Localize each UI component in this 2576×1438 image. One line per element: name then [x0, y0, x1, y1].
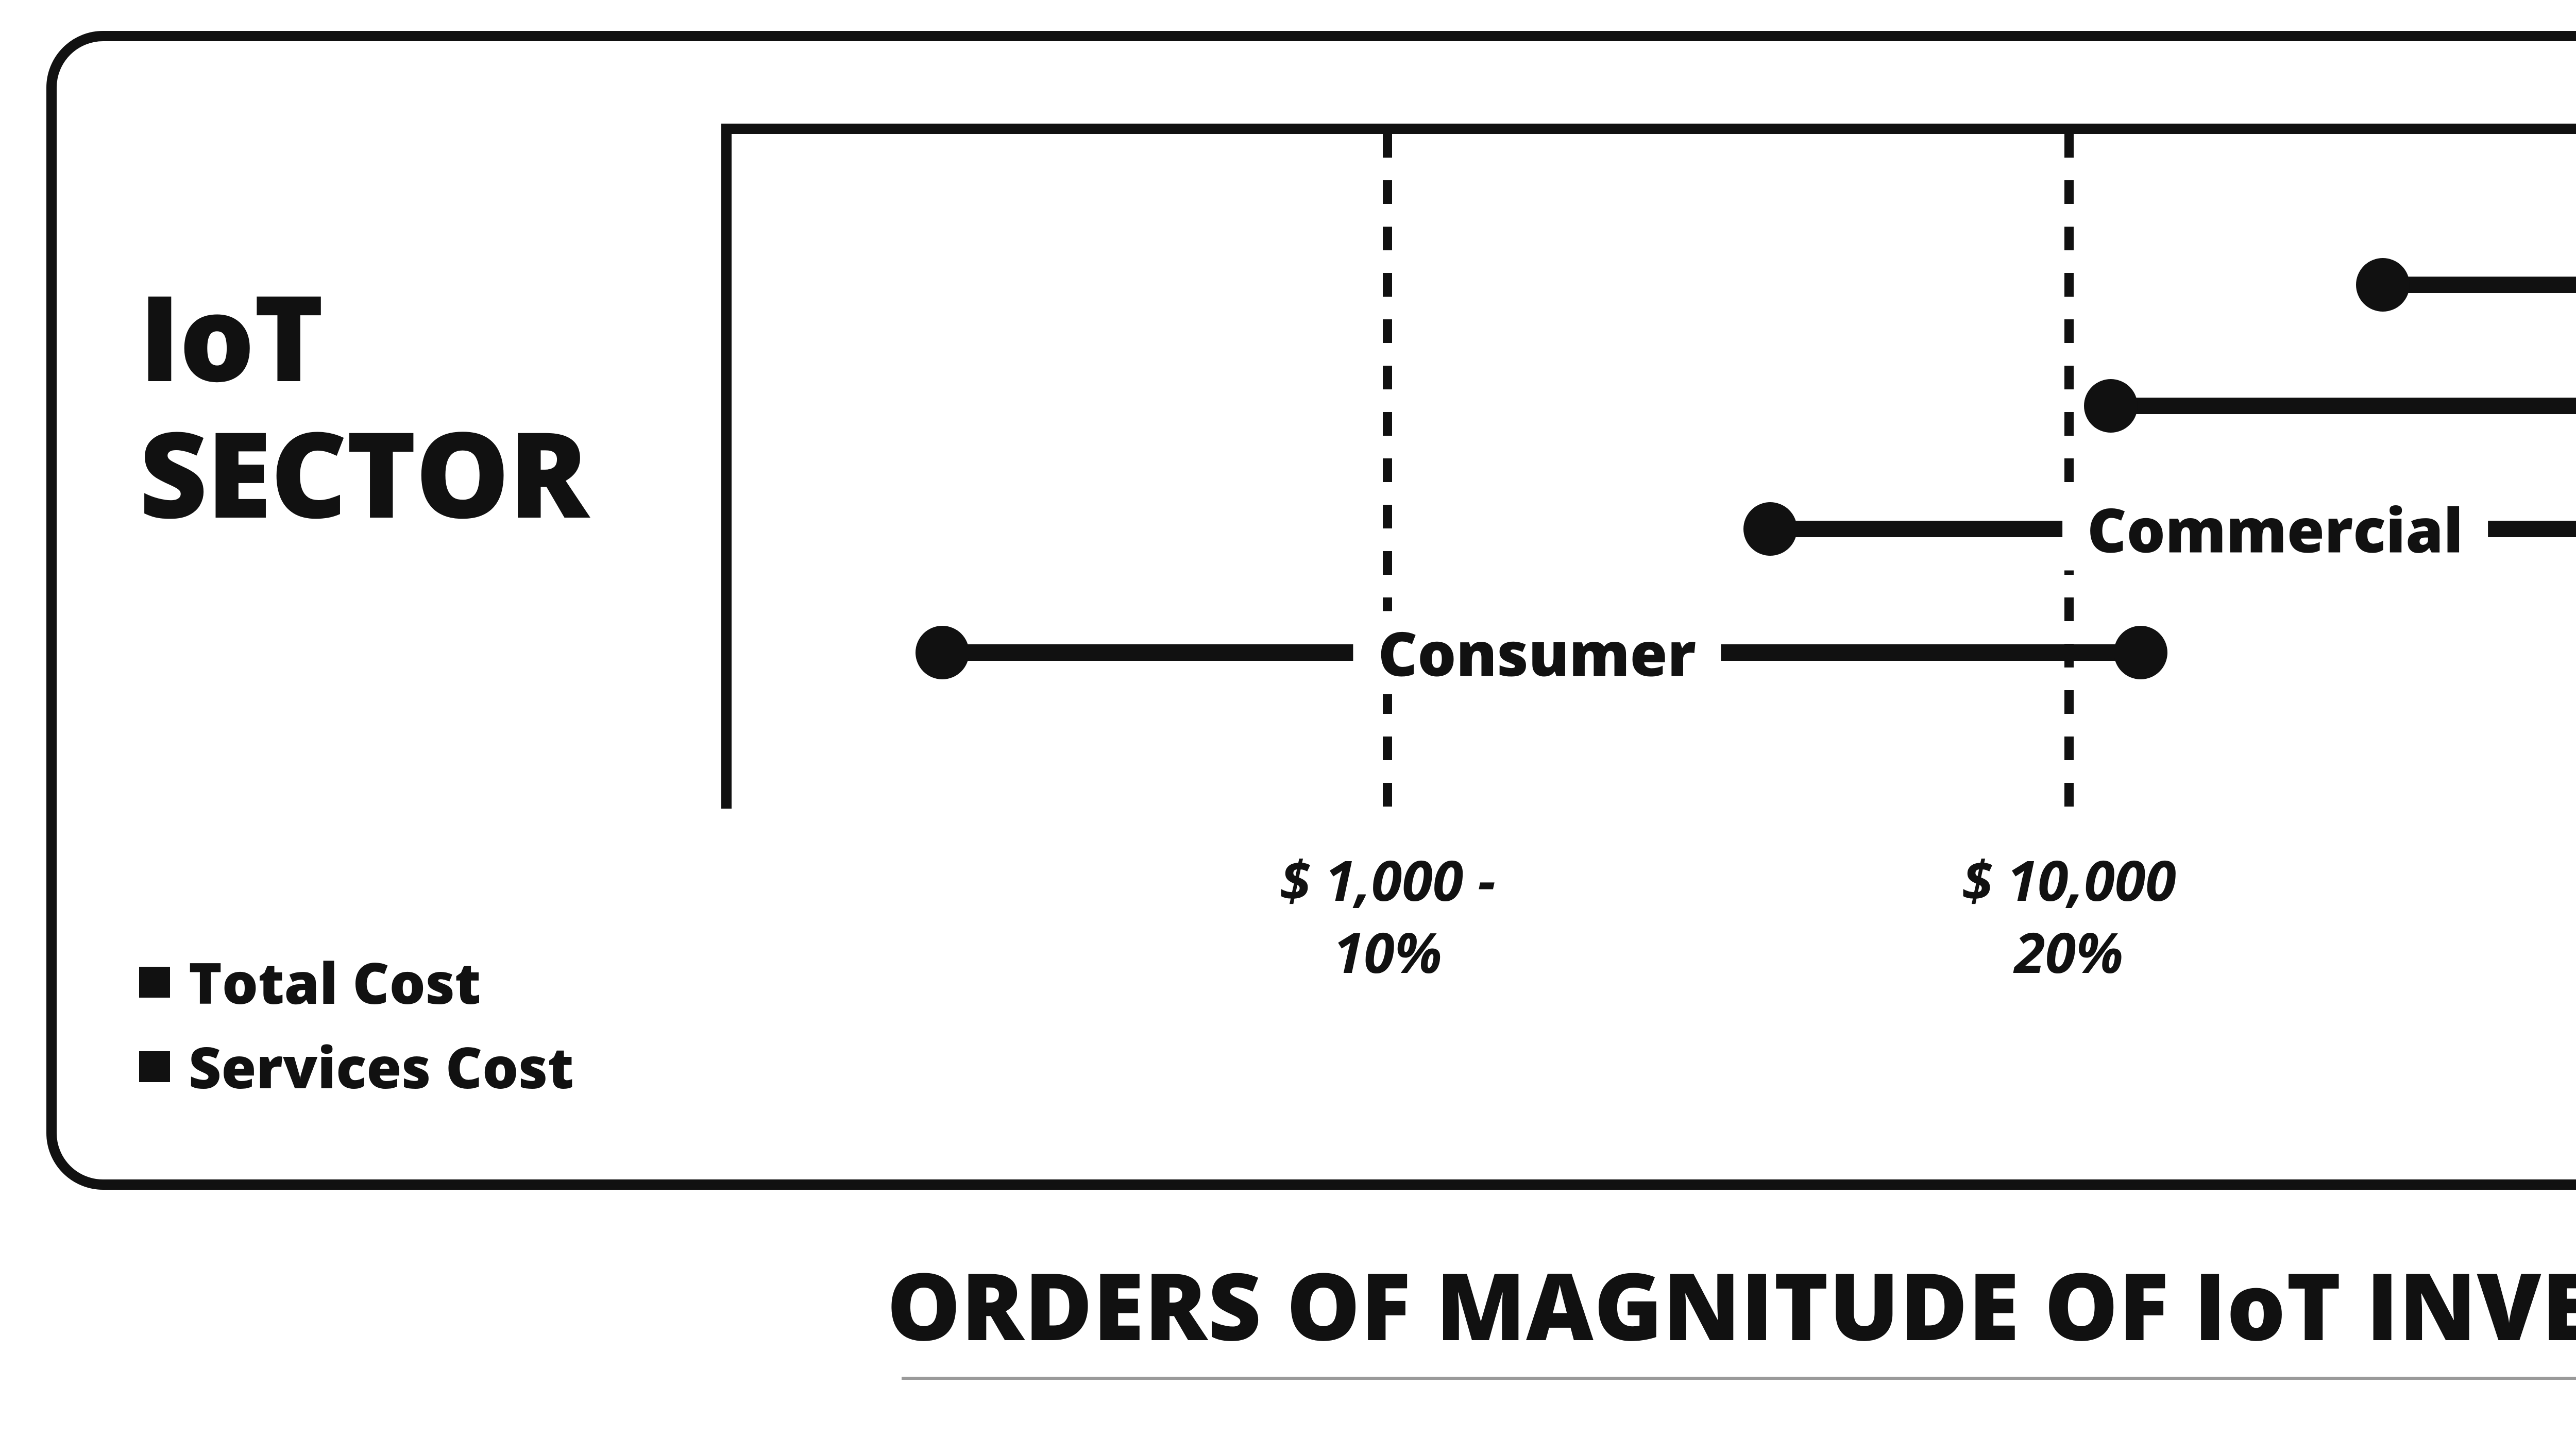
square-icon [139, 1051, 170, 1082]
chart-title-wrap: ORDERS OF MAGNITUDE OF IoT INVESTMENT [46, 1241, 2576, 1380]
x-tick-row-total-cost: $ 1,000 -$ 10,000$ 100,000$ 1,000,000 + [721, 809, 2576, 896]
plot-area: InfrastructureIndustrialCommercialConsum… [721, 124, 2576, 809]
left-column: IoT SECTOR Total Cost Services Cost [139, 124, 721, 1112]
range-endpoint-dot [1743, 502, 1797, 556]
square-icon [139, 967, 170, 998]
chart-panel: IoT SECTOR Total Cost Services Cost Infr… [46, 31, 2576, 1190]
range-bar [2383, 277, 2576, 293]
legend-row-services-cost: Services Cost [139, 1028, 721, 1105]
x-tick-row-services-cost: 10%20%30%40% - 55% [721, 896, 2576, 984]
y-axis-title-line-2: SECTOR [139, 404, 721, 541]
range-endpoint-dot [2084, 379, 2138, 433]
x-tick-label: 20% [2014, 914, 2123, 989]
range-endpoint-dot [2114, 626, 2167, 679]
chart-title-underline [902, 1377, 2576, 1380]
y-axis-title: IoT SECTOR [139, 268, 721, 540]
range-bar [2111, 398, 2576, 414]
range-endpoint-dot [916, 626, 969, 679]
legend-label: Total Cost [189, 944, 481, 1021]
axis-x [721, 124, 2576, 134]
axis-y [721, 124, 732, 809]
x-tick-label: 10% [1333, 914, 1442, 989]
legend-label: Services Cost [189, 1028, 574, 1105]
chart-title: ORDERS OF MAGNITUDE OF IoT INVESTMENT [887, 1241, 2576, 1367]
gridline [2064, 134, 2074, 809]
canvas: IoT SECTOR Total Cost Services Cost Infr… [0, 0, 2576, 1438]
legend: Total Cost Services Cost [139, 944, 721, 1112]
series-label: Consumer [1353, 611, 1721, 694]
range-endpoint-dot [2356, 258, 2410, 312]
series-label: Commercial [2062, 488, 2488, 571]
y-axis-title-line-1: IoT [139, 268, 721, 404]
gridline [1383, 134, 1392, 809]
legend-row-total-cost: Total Cost [139, 944, 721, 1021]
plot-column: InfrastructureIndustrialCommercialConsum… [721, 124, 2576, 1112]
